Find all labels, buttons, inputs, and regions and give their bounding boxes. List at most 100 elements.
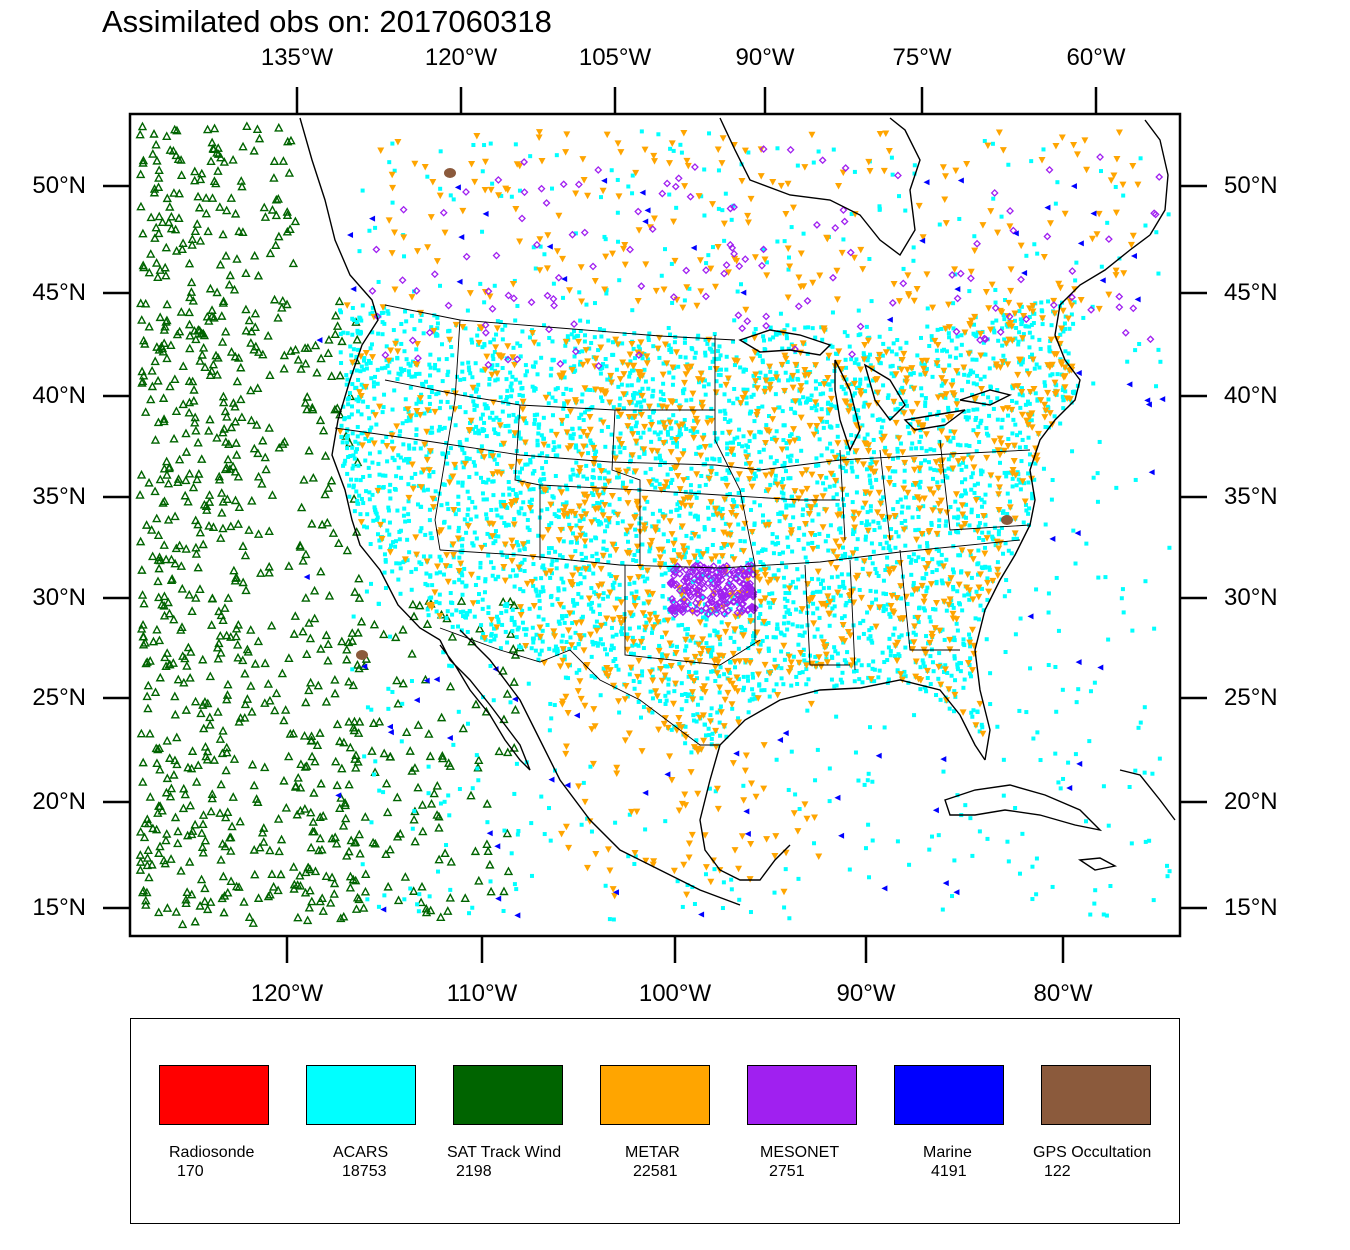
acars-marker bbox=[344, 382, 349, 387]
acars-marker bbox=[620, 626, 625, 631]
acars-marker bbox=[971, 370, 976, 375]
acars-marker bbox=[607, 520, 612, 525]
acars-marker bbox=[905, 424, 910, 429]
acars-marker bbox=[508, 370, 513, 375]
acars-marker bbox=[390, 689, 395, 694]
acars-marker bbox=[873, 566, 878, 571]
acars-marker bbox=[927, 847, 932, 852]
sat-wind-marker bbox=[250, 308, 261, 318]
acars-marker bbox=[966, 415, 971, 420]
sat-wind-marker bbox=[264, 423, 274, 432]
acars-marker bbox=[535, 372, 540, 377]
sat-wind-marker bbox=[218, 871, 229, 881]
acars-marker bbox=[910, 482, 915, 487]
acars-marker bbox=[842, 330, 847, 335]
sat-wind-marker bbox=[159, 855, 169, 865]
acars-marker bbox=[567, 522, 572, 527]
acars-marker bbox=[619, 382, 624, 387]
acars-marker bbox=[421, 384, 426, 389]
acars-marker bbox=[361, 501, 366, 506]
acars-marker bbox=[868, 363, 873, 368]
acars-marker bbox=[638, 435, 643, 440]
acars-marker bbox=[745, 674, 750, 679]
acars-marker bbox=[883, 568, 888, 573]
acars-marker bbox=[694, 451, 699, 456]
acars-marker bbox=[860, 680, 865, 685]
acars-marker bbox=[874, 597, 879, 602]
acars-marker bbox=[975, 514, 980, 519]
acars-marker bbox=[743, 449, 748, 454]
sat-wind-marker bbox=[344, 846, 354, 856]
acars-marker bbox=[680, 904, 685, 909]
acars-marker bbox=[435, 326, 440, 331]
acars-marker bbox=[683, 627, 688, 632]
acars-marker bbox=[821, 425, 826, 430]
acars-marker bbox=[365, 512, 370, 517]
sat-wind-marker bbox=[426, 798, 437, 808]
acars-marker bbox=[668, 509, 673, 514]
sat-wind-marker bbox=[142, 860, 153, 870]
acars-marker bbox=[785, 627, 790, 632]
acars-marker bbox=[348, 454, 353, 459]
acars-marker bbox=[811, 601, 816, 606]
sat-wind-marker bbox=[155, 672, 165, 682]
acars-marker bbox=[598, 371, 603, 376]
acars-marker bbox=[370, 409, 375, 414]
acars-marker bbox=[402, 897, 407, 902]
acars-marker bbox=[624, 391, 629, 396]
acars-marker bbox=[818, 581, 823, 586]
sat-wind-marker bbox=[486, 886, 496, 896]
acars-marker bbox=[643, 614, 648, 619]
acars-marker bbox=[864, 523, 869, 528]
sat-wind-marker bbox=[161, 242, 171, 252]
acars-marker bbox=[1032, 242, 1037, 247]
acars-marker bbox=[376, 601, 381, 606]
sat-wind-marker bbox=[273, 194, 283, 203]
sat-wind-marker bbox=[344, 779, 354, 789]
acars-marker bbox=[705, 415, 710, 420]
sat-wind-marker bbox=[226, 876, 236, 886]
acars-marker bbox=[367, 416, 372, 421]
acars-marker bbox=[1035, 397, 1040, 402]
sat-wind-marker bbox=[324, 334, 334, 344]
acars-marker bbox=[992, 330, 997, 335]
acars-marker bbox=[741, 783, 746, 788]
acars-marker bbox=[870, 838, 875, 843]
acars-marker bbox=[877, 360, 882, 365]
sat-wind-marker bbox=[234, 226, 244, 236]
acars-marker bbox=[477, 592, 482, 597]
acars-marker bbox=[552, 512, 557, 517]
sat-wind-marker bbox=[207, 193, 218, 202]
acars-marker bbox=[1027, 452, 1032, 457]
acars-marker bbox=[1058, 332, 1063, 337]
acars-marker bbox=[979, 497, 984, 502]
acars-marker bbox=[487, 415, 492, 420]
acars-marker bbox=[576, 641, 581, 646]
acars-marker bbox=[419, 313, 424, 318]
acars-marker bbox=[805, 503, 810, 508]
acars-marker bbox=[925, 544, 930, 549]
acars-marker bbox=[387, 532, 392, 537]
acars-marker bbox=[957, 660, 962, 665]
acars-marker bbox=[344, 373, 349, 378]
sat-wind-marker bbox=[147, 381, 158, 391]
sat-wind-marker bbox=[302, 404, 312, 414]
acars-marker bbox=[828, 343, 833, 348]
acars-marker bbox=[736, 491, 741, 496]
acars-marker bbox=[769, 436, 774, 441]
sat-wind-marker bbox=[349, 837, 360, 847]
acars-marker bbox=[767, 414, 772, 419]
acars-marker bbox=[773, 478, 778, 483]
acars-marker bbox=[591, 493, 596, 498]
sat-wind-marker bbox=[339, 737, 349, 747]
sat-wind-marker bbox=[253, 471, 264, 481]
acars-marker bbox=[752, 331, 757, 336]
acars-marker bbox=[756, 615, 761, 620]
acars-marker bbox=[401, 513, 406, 518]
acars-marker bbox=[834, 406, 839, 411]
acars-marker bbox=[666, 325, 671, 330]
acars-marker bbox=[418, 504, 423, 509]
acars-marker bbox=[658, 397, 663, 402]
acars-marker bbox=[689, 346, 694, 351]
acars-marker bbox=[343, 458, 348, 463]
